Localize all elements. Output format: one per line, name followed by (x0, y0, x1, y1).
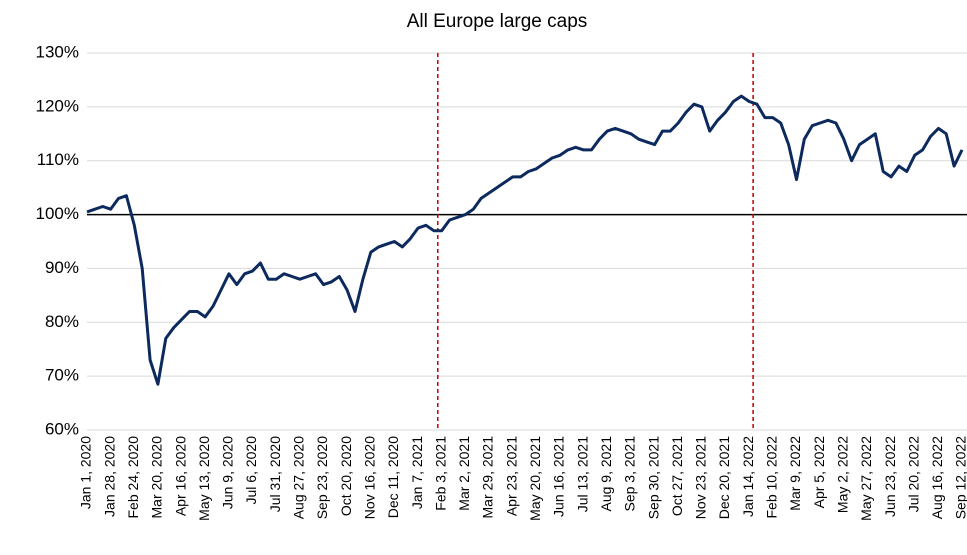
x-tick-label: Feb 24, 2020 (125, 436, 141, 519)
data-line (86, 94, 964, 386)
x-tick-label: May 2, 2022 (834, 436, 850, 513)
x-tick-label: Sep 12, 2022 (953, 436, 967, 520)
x-tick-label: Oct 20, 2020 (338, 436, 354, 516)
y-tick-label: 60% (45, 419, 79, 438)
x-tick-label: Aug 27, 2020 (291, 436, 307, 520)
y-tick-label: 120% (36, 96, 79, 115)
x-tick-label: Jan 28, 2020 (101, 436, 117, 517)
x-tick-label: Jan 1, 2020 (78, 436, 94, 509)
x-tick-label: Apr 23, 2021 (503, 436, 519, 516)
x-tick-label: Jan 7, 2021 (409, 436, 425, 509)
x-tick-label: Feb 3, 2021 (432, 436, 448, 511)
x-tick-label: Jun 9, 2020 (220, 436, 236, 509)
x-tick-label: Jan 14, 2022 (740, 436, 756, 517)
x-tick-label: Nov 23, 2021 (693, 436, 709, 519)
x-tick-label: Dec 20, 2021 (716, 436, 732, 519)
x-tick-label: Feb 10, 2022 (764, 436, 780, 519)
x-tick-label: May 20, 2021 (527, 436, 543, 521)
chart-title: All Europe large caps (407, 11, 588, 32)
x-tick-label: Sep 23, 2020 (314, 436, 330, 520)
x-tick-label: Oct 27, 2021 (669, 436, 685, 516)
x-tick-label: Mar 20, 2020 (149, 436, 165, 519)
y-tick-label: 70% (45, 366, 79, 385)
x-tick-label: Aug 9, 2021 (598, 436, 614, 512)
y-tick-label: 110% (37, 150, 79, 169)
x-tick-label: Jul 13, 2021 (574, 436, 590, 512)
x-tick-label: Dec 11, 2020 (385, 436, 401, 518)
x-tick-label: Jul 20, 2022 (905, 436, 921, 512)
x-tick-label: Mar 2, 2021 (456, 436, 472, 511)
x-tick-label: May 13, 2020 (196, 436, 212, 521)
x-tick-label: Sep 30, 2021 (645, 436, 661, 520)
y-tick-label: 80% (45, 312, 79, 331)
x-tick-label: Apr 16, 2020 (172, 436, 188, 516)
y-tick-label: 130% (36, 42, 79, 61)
x-tick-label: May 27, 2022 (858, 436, 874, 521)
x-tick-label: Jun 23, 2022 (882, 436, 898, 517)
x-tick-label: Jul 31, 2020 (267, 436, 283, 512)
x-tick-label: Nov 16, 2020 (361, 436, 377, 519)
x-tick-label: Apr 5, 2022 (811, 436, 827, 509)
x-tick-label: Jul 6, 2020 (243, 436, 259, 505)
x-tick-label: Jun 16, 2021 (551, 436, 567, 517)
x-tick-label: Aug 16, 2022 (929, 436, 945, 520)
x-tick-label: Mar 9, 2022 (787, 436, 803, 511)
x-tick-label: Mar 29, 2021 (480, 436, 496, 519)
y-tick-label: 100% (36, 204, 79, 223)
x-tick-label: Sep 3, 2021 (622, 436, 638, 512)
y-tick-label: 90% (45, 258, 79, 277)
